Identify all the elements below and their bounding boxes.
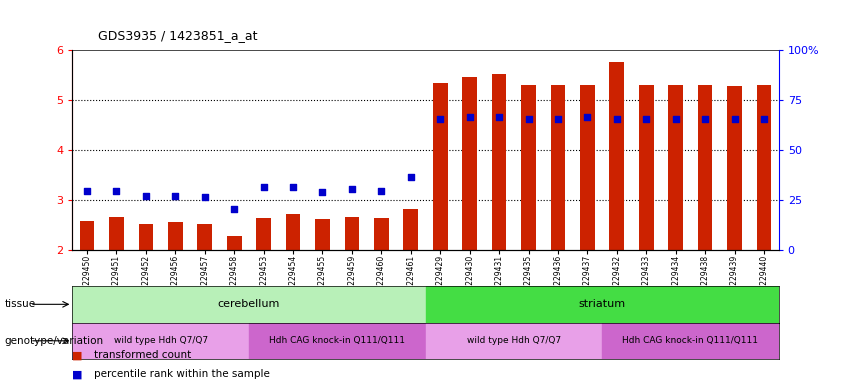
Text: wild type Hdh Q7/Q7: wild type Hdh Q7/Q7 (466, 336, 561, 345)
Text: wild type Hdh Q7/Q7: wild type Hdh Q7/Q7 (113, 336, 208, 345)
Point (110, 188, 123, 194)
Bar (72, 323, 248, 359)
Point (257, 184, 271, 190)
Bar (139, 223, 153, 250)
Point (492, 114, 505, 121)
Bar (249, 323, 426, 359)
Point (80, 188, 94, 194)
Bar (462, 78, 477, 250)
Text: percentile rank within the sample: percentile rank within the sample (94, 369, 270, 379)
Point (580, 114, 594, 121)
Point (551, 116, 565, 122)
Text: transformed count: transformed count (94, 350, 191, 360)
Bar (426, 323, 602, 359)
Point (757, 116, 771, 122)
Point (286, 184, 300, 190)
Point (374, 188, 388, 194)
Point (433, 116, 447, 122)
Point (699, 116, 712, 122)
Bar (698, 85, 712, 250)
Text: tissue: tissue (4, 299, 36, 310)
Bar (602, 323, 779, 359)
Point (316, 189, 329, 195)
Bar (286, 214, 300, 250)
Text: GDS3935 / 1423851_a_at: GDS3935 / 1423851_a_at (98, 29, 257, 42)
Text: striatum: striatum (579, 299, 625, 310)
Bar (72, 286, 426, 323)
Text: ■: ■ (72, 369, 83, 379)
Bar (521, 85, 536, 250)
Point (669, 116, 683, 122)
Bar (492, 74, 506, 250)
Bar (109, 217, 124, 250)
Bar (551, 85, 565, 250)
Bar (668, 85, 683, 250)
Bar (227, 236, 242, 250)
Bar (403, 209, 418, 250)
Bar (426, 286, 779, 323)
Bar (757, 85, 771, 250)
Bar (374, 218, 389, 250)
Text: ■: ■ (72, 350, 83, 360)
Bar (580, 85, 595, 250)
Bar (256, 218, 271, 250)
Point (728, 116, 741, 122)
Bar (168, 222, 183, 250)
Bar (315, 218, 330, 250)
Bar (197, 223, 212, 250)
Bar (345, 217, 359, 250)
Point (198, 194, 212, 200)
Text: cerebellum: cerebellum (218, 299, 280, 310)
Bar (80, 221, 94, 250)
Point (404, 174, 418, 180)
Point (522, 116, 535, 122)
Point (139, 193, 152, 199)
Point (346, 185, 359, 192)
Point (639, 116, 653, 122)
Text: Hdh CAG knock-in Q111/Q111: Hdh CAG knock-in Q111/Q111 (269, 336, 405, 345)
Bar (433, 83, 448, 250)
Text: genotype/variation: genotype/variation (4, 336, 103, 346)
Point (463, 114, 477, 121)
Point (227, 205, 241, 212)
Point (610, 116, 624, 122)
Text: Hdh CAG knock-in Q111/Q111: Hdh CAG knock-in Q111/Q111 (622, 336, 758, 345)
Bar (639, 85, 654, 250)
Bar (727, 86, 742, 250)
Bar (609, 63, 624, 250)
Point (168, 193, 182, 199)
